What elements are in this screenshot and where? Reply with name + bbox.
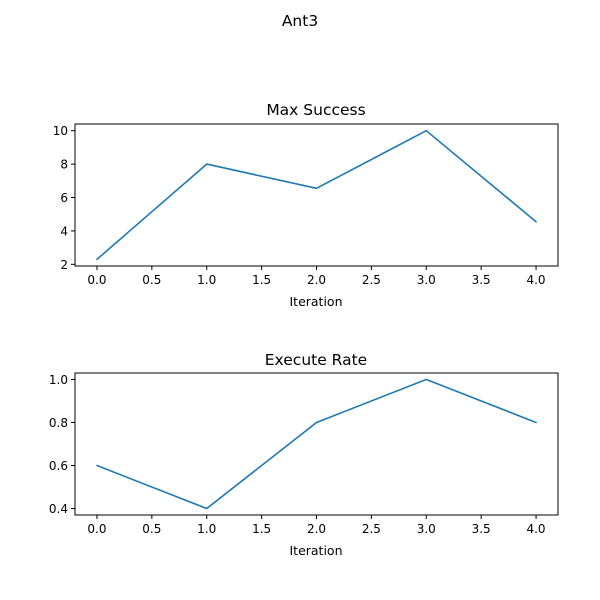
plot-frame bbox=[74, 123, 559, 267]
x-tick-label: 2.5 bbox=[362, 522, 381, 536]
x-tick-label: 3.5 bbox=[472, 273, 491, 287]
figure-title: Ant3 bbox=[282, 12, 318, 30]
x-ticks: 0.0 0.5 1.0 1.5 2.0 2.5 3.0 3.5 4.0 bbox=[87, 266, 546, 287]
x-tick-label: 1.5 bbox=[252, 522, 271, 536]
x-tick-label: 1.5 bbox=[252, 273, 271, 287]
plot-frame bbox=[74, 372, 559, 516]
y-tick-label: 10 bbox=[53, 124, 68, 138]
x-tick-label: 1.0 bbox=[197, 273, 216, 287]
x-axis-label: Iteration bbox=[289, 543, 342, 558]
x-tick-label: 3.0 bbox=[417, 522, 436, 536]
y-tick-label: 4 bbox=[60, 224, 68, 238]
y-ticks: 0.4 0.6 0.8 1.0 bbox=[49, 373, 75, 516]
y-tick-label: 0.6 bbox=[49, 459, 68, 473]
y-tick-label: 2 bbox=[60, 258, 68, 272]
subplot-title: Execute Rate bbox=[265, 351, 367, 369]
y-tick-label: 1.0 bbox=[49, 373, 68, 387]
x-tick-label: 2.5 bbox=[362, 273, 381, 287]
x-tick-label: 4.0 bbox=[526, 273, 545, 287]
y-tick-label: 0.4 bbox=[49, 502, 68, 516]
x-tick-label: 2.0 bbox=[307, 522, 326, 536]
y-tick-label: 0.8 bbox=[49, 416, 68, 430]
series-line bbox=[96, 378, 537, 510]
x-tick-label: 0.0 bbox=[87, 522, 106, 536]
x-tick-label: 3.0 bbox=[417, 273, 436, 287]
x-axis-label: Iteration bbox=[289, 294, 342, 309]
x-tick-label: 3.5 bbox=[472, 522, 491, 536]
x-ticks: 0.0 0.5 1.0 1.5 2.0 2.5 3.0 3.5 4.0 bbox=[87, 515, 546, 536]
x-tick-label: 4.0 bbox=[526, 522, 545, 536]
subplot-max-success: Max Success 0.0 0.5 1.0 1.5 2.0 2.5 3.0 3.5 4.0 … bbox=[53, 101, 559, 309]
subplot-title: Max Success bbox=[266, 101, 365, 119]
x-tick-label: 0.0 bbox=[87, 273, 106, 287]
x-tick-label: 0.5 bbox=[142, 522, 161, 536]
x-tick-label: 2.0 bbox=[307, 273, 326, 287]
x-tick-label: 1.0 bbox=[197, 522, 216, 536]
y-tick-label: 8 bbox=[60, 158, 68, 172]
y-ticks: 2 4 6 8 10 bbox=[53, 124, 75, 272]
x-tick-label: 0.5 bbox=[142, 273, 161, 287]
subplot-execute-rate: Execute Rate 0.0 0.5 1.0 1.5 2.0 2.5 3.0 3.5 4.0… bbox=[49, 351, 559, 558]
series-line bbox=[96, 129, 537, 261]
y-tick-label: 6 bbox=[60, 191, 68, 205]
